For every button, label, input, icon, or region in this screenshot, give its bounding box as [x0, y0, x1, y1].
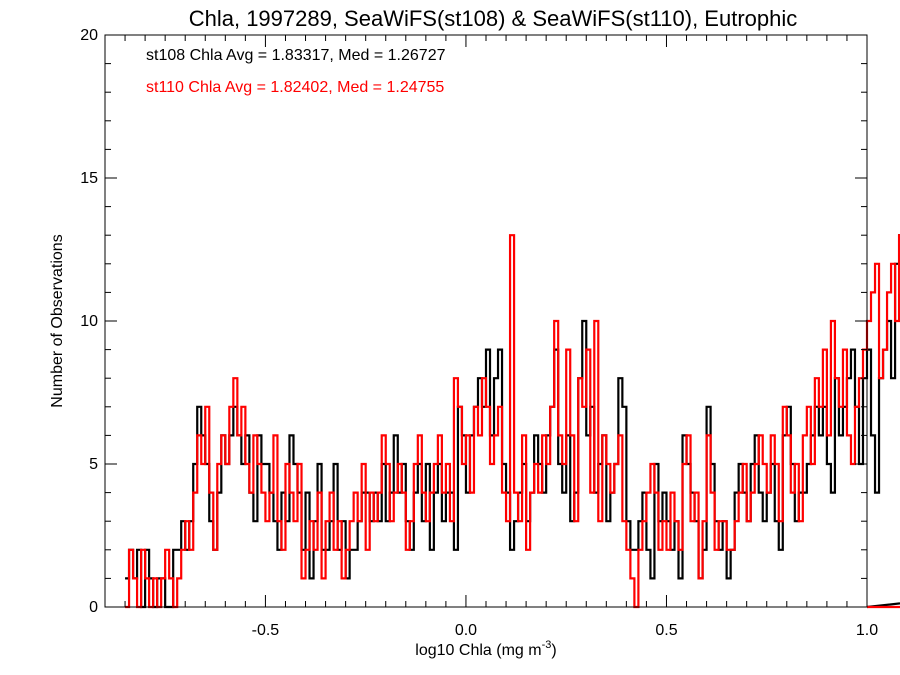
y-tick-label: 15 — [80, 170, 98, 187]
x-tick-label: 0.0 — [455, 622, 477, 639]
x-axis-label-superscript: -3 — [542, 639, 552, 651]
x-axis-label-main: log10 Chla (mg m — [415, 642, 541, 659]
x-tick-label: 0.5 — [655, 622, 677, 639]
x-axis-label: log10 Chla (mg m-3) — [415, 639, 556, 659]
plot-frame — [104, 34, 868, 608]
chart-title: Chla, 1997289, SeaWiFS(st108) & SeaWiFS(… — [189, 6, 798, 31]
histogram-series-0 — [125, 234, 900, 609]
axis-ticks: -0.5 0.0 0.5 1.0 0 5 10 15 20 — [80, 27, 878, 639]
y-tick-label: 20 — [80, 27, 98, 44]
y-tick-label: 10 — [80, 313, 98, 330]
y-tick-label: 5 — [89, 456, 98, 473]
x-tick-label: 1.0 — [856, 622, 878, 639]
x-tick-label: -0.5 — [252, 622, 280, 639]
plot-area — [125, 234, 900, 609]
annotation-st110: st110 Chla Avg = 1.82402, Med = 1.24755 — [146, 79, 444, 96]
y-axis-label: Number of Observations — [49, 234, 66, 407]
annotation-st108: st108 Chla Avg = 1.83317, Med = 1.26727 — [146, 47, 446, 64]
histogram-series-1 — [125, 234, 900, 609]
y-tick-label: 0 — [89, 599, 98, 616]
x-axis-label-close: ) — [551, 642, 556, 659]
